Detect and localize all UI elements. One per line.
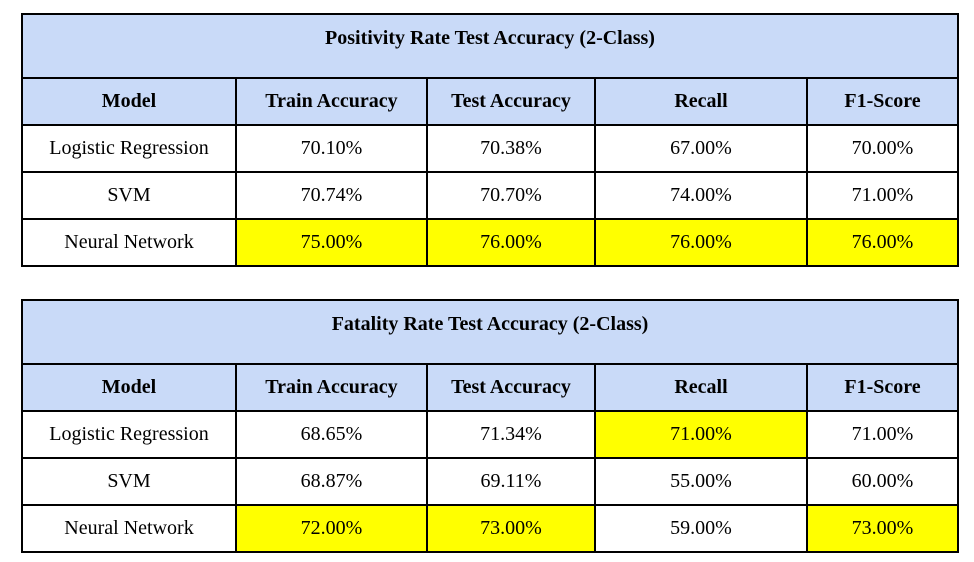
test-accuracy-cell: 70.70% <box>426 171 596 220</box>
test-accuracy-cell: 70.38% <box>426 124 596 173</box>
train-accuracy-cell: 68.87% <box>235 457 428 506</box>
model-name-cell: Neural Network <box>21 218 237 267</box>
column-header-test-accuracy: Test Accuracy <box>426 363 596 412</box>
model-name-cell: Logistic Regression <box>21 410 237 459</box>
table-row: Neural Network 72.00% 73.00% 59.00% 73.0… <box>21 504 960 553</box>
column-header-train-accuracy: Train Accuracy <box>235 77 428 126</box>
table-row: Neural Network 75.00% 76.00% 76.00% 76.0… <box>21 218 959 267</box>
table-row: SVM 68.87% 69.11% 55.00% 60.00% <box>21 457 960 506</box>
f1-score-cell: 73.00% <box>805 504 960 553</box>
f1-score-cell: 76.00% <box>806 218 959 267</box>
table-header-row: Model Train Accuracy Test Accuracy Recal… <box>21 77 959 126</box>
table-row: Logistic Regression 68.65% 71.34% 71.00%… <box>21 410 960 459</box>
recall-cell: 76.00% <box>594 218 808 267</box>
f1-score-cell: 70.00% <box>806 124 959 173</box>
column-header-model: Model <box>21 363 237 412</box>
column-header-model: Model <box>21 77 237 126</box>
column-header-f1-score: F1-Score <box>805 363 960 412</box>
test-accuracy-cell: 71.34% <box>426 410 596 459</box>
model-name-cell: Neural Network <box>21 504 237 553</box>
column-header-test-accuracy: Test Accuracy <box>426 77 596 126</box>
train-accuracy-cell: 72.00% <box>235 504 428 553</box>
recall-cell: 55.00% <box>594 457 808 506</box>
model-name-cell: Logistic Regression <box>21 124 237 173</box>
train-accuracy-cell: 70.10% <box>235 124 428 173</box>
table-header-row: Model Train Accuracy Test Accuracy Recal… <box>21 363 960 412</box>
f1-score-cell: 71.00% <box>805 410 960 459</box>
model-name-cell: SVM <box>21 457 237 506</box>
column-header-train-accuracy: Train Accuracy <box>235 363 428 412</box>
recall-cell: 74.00% <box>594 171 808 220</box>
table-row: SVM 70.74% 70.70% 74.00% 71.00% <box>21 171 959 220</box>
test-accuracy-cell: 76.00% <box>426 218 596 267</box>
train-accuracy-cell: 75.00% <box>235 218 428 267</box>
test-accuracy-cell: 69.11% <box>426 457 596 506</box>
recall-cell: 71.00% <box>594 410 808 459</box>
column-header-f1-score: F1-Score <box>806 77 959 126</box>
table-title: Fatality Rate Test Accuracy (2-Class) <box>20 299 960 365</box>
fatality-accuracy-table: Fatality Rate Test Accuracy (2-Class) Mo… <box>20 299 960 553</box>
train-accuracy-cell: 68.65% <box>235 410 428 459</box>
f1-score-cell: 60.00% <box>805 457 960 506</box>
test-accuracy-cell: 73.00% <box>426 504 596 553</box>
column-header-recall: Recall <box>594 77 808 126</box>
recall-cell: 67.00% <box>594 124 808 173</box>
table-title: Positivity Rate Test Accuracy (2-Class) <box>21 13 959 79</box>
model-name-cell: SVM <box>21 171 237 220</box>
column-header-recall: Recall <box>594 363 808 412</box>
table-title-row: Fatality Rate Test Accuracy (2-Class) <box>20 299 960 365</box>
table-title-row: Positivity Rate Test Accuracy (2-Class) <box>21 13 959 79</box>
table-row: Logistic Regression 70.10% 70.38% 67.00%… <box>21 124 959 173</box>
positivity-accuracy-table: Positivity Rate Test Accuracy (2-Class) … <box>21 13 959 267</box>
recall-cell: 59.00% <box>594 504 808 553</box>
f1-score-cell: 71.00% <box>806 171 959 220</box>
train-accuracy-cell: 70.74% <box>235 171 428 220</box>
